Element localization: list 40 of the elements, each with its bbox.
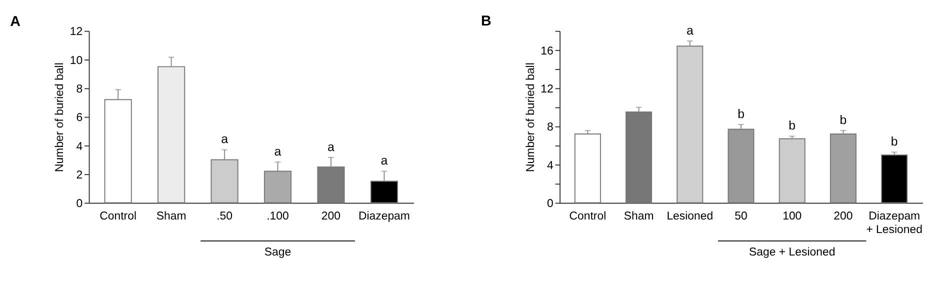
y-tick-label: 4 [547, 160, 554, 172]
y-tick-label: 8 [547, 122, 554, 134]
annotation: b [788, 118, 796, 133]
x-tick-label: Diazepam [358, 210, 410, 222]
x-tick-label: .100 [266, 210, 289, 222]
annotation: a [274, 144, 282, 158]
y-tick-label: 0 [76, 198, 83, 210]
x-tick-label: Sham [624, 210, 654, 222]
y-axis-title: Number of buried ball [54, 62, 66, 172]
x-tick-label: Control [569, 210, 606, 222]
x-tick-label: Sham [156, 210, 186, 222]
x-tick-label: 200 [834, 210, 853, 222]
x-tick-label: Control [100, 210, 137, 222]
y-tick-label: 2 [76, 169, 83, 182]
x-tick-label: .50 [216, 210, 232, 222]
y-tick-label: 6 [76, 112, 83, 124]
text: Sage [264, 246, 292, 258]
y-tick-label: 10 [70, 54, 83, 67]
annotation: a [221, 132, 228, 146]
y-tick-label: 0 [547, 198, 554, 210]
chart-title: A [10, 14, 21, 30]
y-tick-label: 16 [540, 45, 554, 58]
y-tick-label: 8 [76, 83, 83, 96]
y-tick-label: 12 [540, 83, 554, 96]
x-tick-label: 100 [782, 210, 802, 222]
annotation: a [686, 23, 694, 38]
y-tick-label: 4 [76, 140, 84, 153]
annotation: b [840, 112, 847, 127]
annotation: a [328, 140, 335, 154]
x-tick-label: Diazepam + Lesioned [866, 210, 922, 236]
text: Sage + Lesioned [749, 246, 836, 258]
y-tick-label: 12 [70, 26, 83, 38]
x-tick-label: Lesioned [666, 210, 714, 222]
y-axis-title: Number of buried ball [524, 62, 537, 172]
annotation: a [380, 154, 388, 168]
chart-title: B [480, 14, 492, 30]
annotation: b [890, 134, 898, 148]
x-tick-label: 50 [734, 210, 748, 222]
x-tick-label: 200 [321, 210, 341, 222]
annotation: b [738, 106, 745, 121]
